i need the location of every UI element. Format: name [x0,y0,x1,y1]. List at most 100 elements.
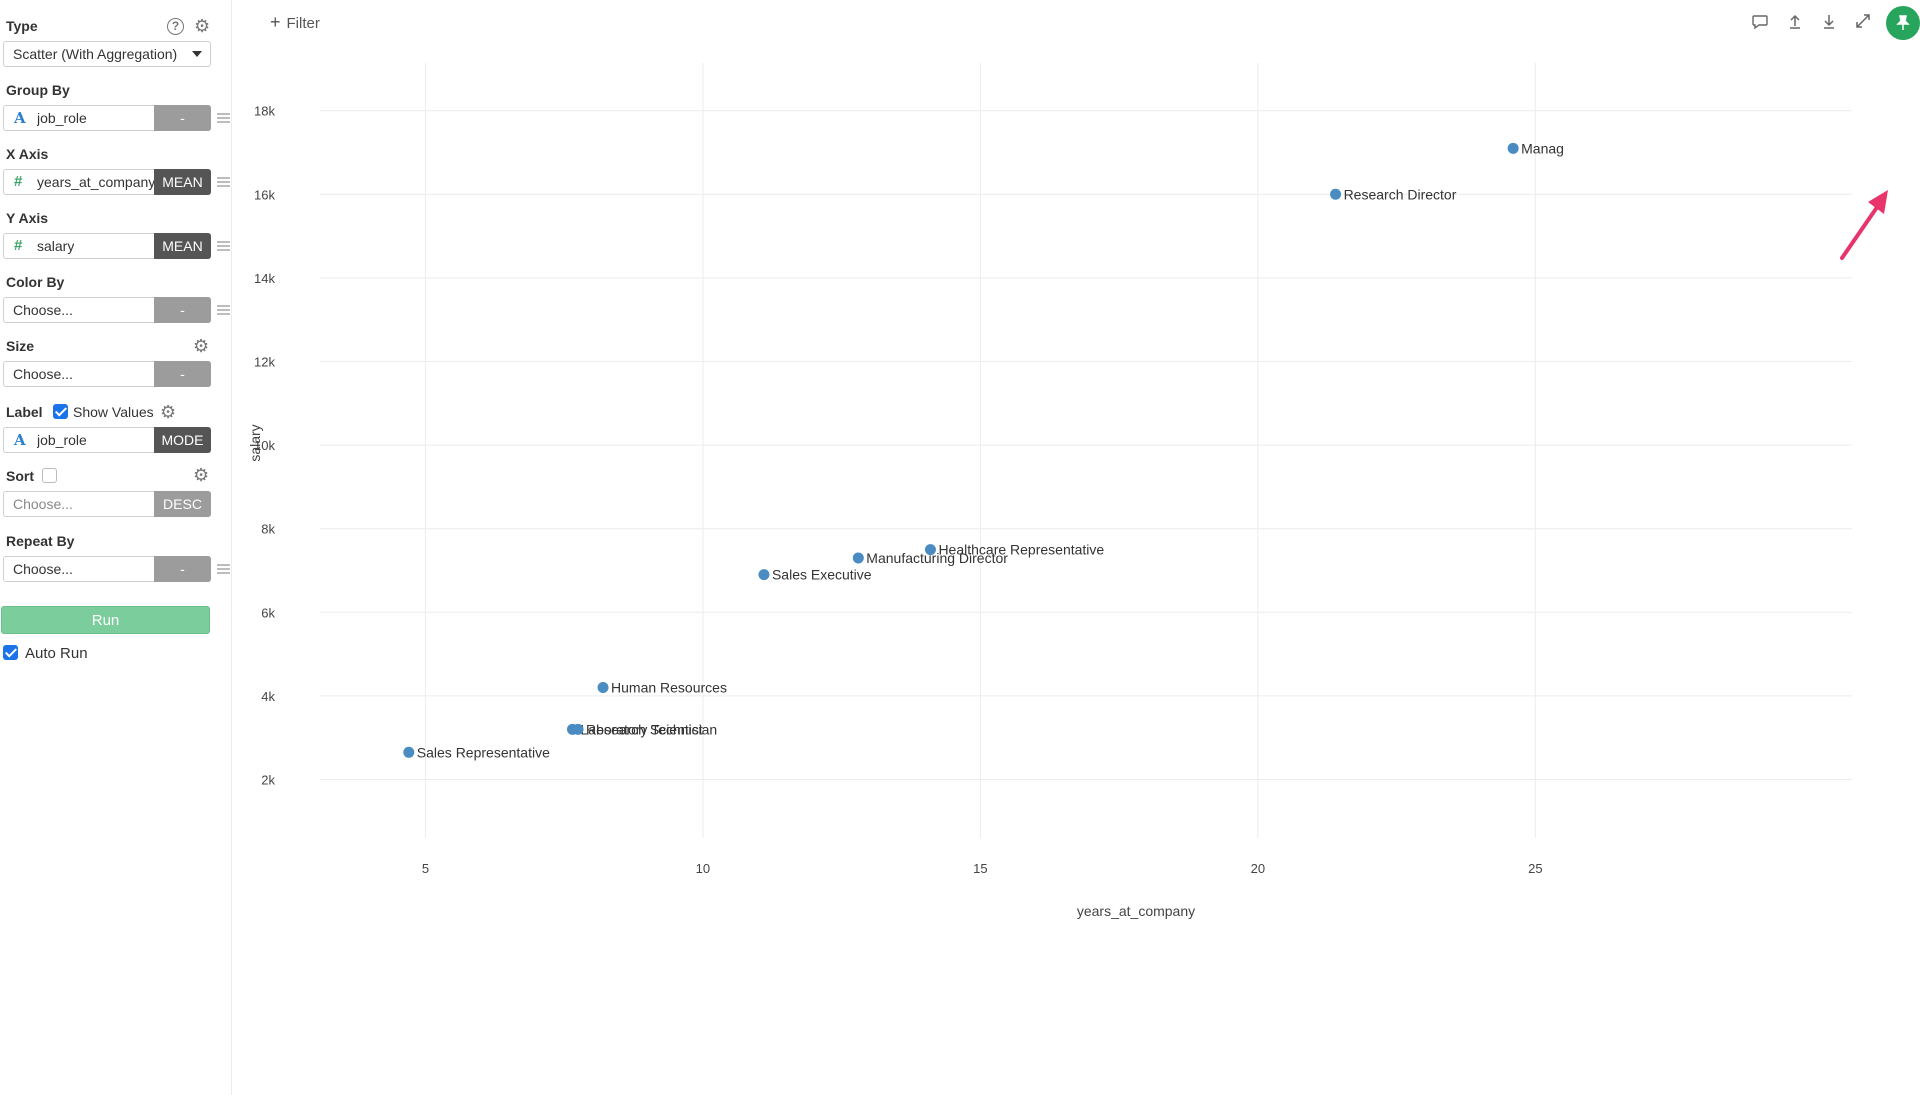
data-point-label: Human Resources [611,680,727,696]
group-by-value: job_role [37,110,87,126]
data-point[interactable] [852,552,864,564]
data-point[interactable] [572,723,584,735]
drag-handle-icon[interactable] [217,241,230,251]
repeat-by-field[interactable]: Choose... - [3,556,211,582]
download-icon[interactable] [1818,12,1840,34]
data-point-label: Research Director [1344,186,1457,202]
y-tick-label: 16k [254,187,275,202]
y-tick-label: 4k [261,689,275,704]
chart-grid [320,63,1852,838]
x-axis-field[interactable]: # years_at_company MEAN [3,169,211,195]
x-tick-label: 10 [696,861,710,876]
data-point-label: Sales Representative [417,744,550,760]
y-axis-field[interactable]: # salary MEAN [3,233,211,259]
x-tick-label: 25 [1528,861,1542,876]
gear-icon[interactable]: ⚙ [160,402,177,422]
data-point[interactable] [1330,188,1342,200]
comment-icon[interactable] [1749,12,1771,34]
string-type-icon: A [14,431,26,449]
label-agg-button[interactable]: MODE [154,427,211,453]
sort-field[interactable]: Choose... DESC [3,491,211,517]
color-by-value: Choose... [13,302,73,318]
auto-run-label: Auto Run [25,645,88,662]
chart-settings-sidebar: Type ? ⚙ Scatter (With Aggregation) Grou… [0,0,232,1095]
color-by-field[interactable]: Choose... - [3,297,211,323]
y-axis-title: Y Axis [6,210,49,226]
y-tick-label: 10k [254,438,275,453]
group-by-field[interactable]: A job_role - [3,105,211,131]
chart-type-select[interactable]: Scatter (With Aggregation) [3,41,211,67]
repeat-by-agg-button[interactable]: - [154,556,211,582]
type-title: Type [6,18,38,34]
y-axis-value: salary [37,238,75,254]
x-tick-labels: 5 10 15 20 25 [422,861,1543,876]
annotation-arrow [1840,190,1888,260]
size-field[interactable]: Choose... - [3,361,211,387]
label-field[interactable]: A job_role MODE [3,427,211,453]
drag-handle-icon[interactable] [217,305,230,315]
y-tick-label: 12k [254,354,275,369]
show-values-label: Show Values [73,404,154,420]
drag-handle-icon[interactable] [217,564,230,574]
data-point[interactable] [597,682,609,694]
data-point-label: Laboratory Technician [581,721,718,737]
y-tick-label: 14k [254,271,275,286]
help-icon[interactable]: ? [167,18,184,35]
x-axis-agg-button[interactable]: MEAN [154,169,211,195]
gear-icon[interactable]: ⚙ [193,336,210,356]
y-tick-label: 8k [261,522,275,537]
auto-run-checkbox[interactable] [3,645,18,660]
filter-button[interactable]: + Filter [270,12,320,33]
group-by-agg-button[interactable]: - [154,105,211,131]
sort-checkbox[interactable] [42,468,57,483]
size-agg-button[interactable]: - [154,361,211,387]
repeat-by-title: Repeat By [6,533,75,549]
run-button[interactable]: Run [1,606,210,634]
chevron-down-icon [192,51,202,57]
pin-icon [1896,15,1910,30]
y-axis-label: salary [247,424,263,461]
data-point-label: Manufacturing Director [866,550,1008,566]
y-tick-label: 18k [254,104,275,119]
sort-value: Choose... [13,496,73,512]
data-point[interactable] [758,569,770,581]
number-type-icon: # [14,173,23,190]
plus-icon: + [270,12,281,32]
scatter-chart: 2k 4k 6k 8k 10k 12k 14k 16k 18k 5 10 15 20 25 Manag R… [247,63,1888,919]
x-tick-label: 5 [422,861,429,876]
label-title: Label [6,404,43,420]
x-tick-label: 20 [1251,861,1265,876]
data-point-label: Sales Executive [772,567,872,583]
drag-handle-icon[interactable] [217,113,230,123]
show-values-checkbox[interactable] [53,404,68,419]
data-point[interactable] [924,544,936,556]
color-by-agg-button[interactable]: - [154,297,211,323]
pin-button[interactable] [1886,6,1920,40]
arrow-head [1868,190,1888,214]
gear-icon[interactable]: ⚙ [194,16,211,36]
x-axis-value: years_at_company [37,174,156,190]
y-tick-label: 2k [261,772,275,787]
number-type-icon: # [14,237,23,254]
x-tick-label: 15 [973,861,987,876]
data-point-label: Healthcare Representative [938,542,1104,558]
upload-icon[interactable] [1784,12,1806,34]
group-by-title: Group By [6,82,70,98]
y-tick-labels: 2k 4k 6k 8k 10k 12k 14k 16k 18k [254,104,275,788]
data-point-label: Research Scientist [586,721,703,737]
data-point[interactable] [1507,142,1519,154]
chart-type-value: Scatter (With Aggregation) [13,46,178,62]
gear-icon[interactable]: ⚙ [193,465,210,485]
size-title: Size [6,338,35,354]
y-tick-label: 6k [261,605,275,620]
chart-toolbar: + Filter [232,0,1920,48]
drag-handle-icon[interactable] [217,177,230,187]
y-axis-agg-button[interactable]: MEAN [154,233,211,259]
repeat-by-value: Choose... [13,561,73,577]
color-by-title: Color By [6,274,65,290]
data-points: Manag Research Director Healthcare Represe… [403,140,1564,760]
data-point[interactable] [403,746,415,758]
expand-icon[interactable] [1852,12,1874,34]
sort-order-button[interactable]: DESC [154,491,211,517]
x-axis-label: years_at_company [1077,903,1195,919]
